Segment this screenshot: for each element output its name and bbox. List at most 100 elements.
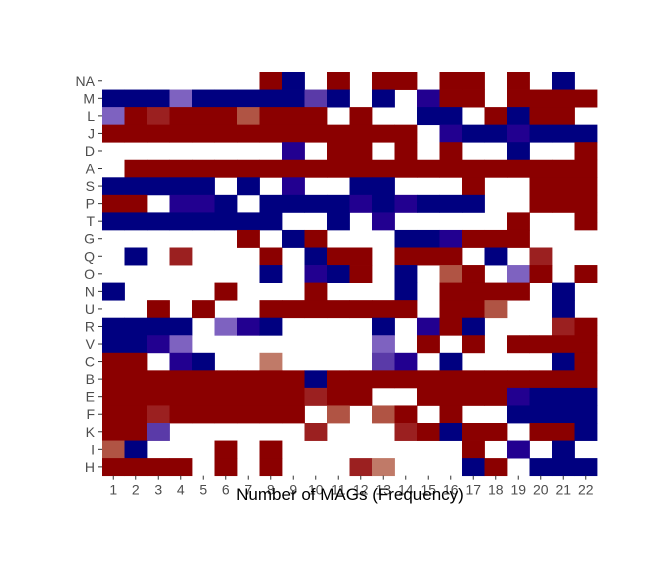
x-tick-label-17: 17 [465,482,481,498]
heatmap-cell-U-21 [552,300,575,319]
heatmap-cell-P-6 [214,194,238,213]
heatmap-cell-E-20 [529,387,553,406]
heatmap-cell-E-18 [484,387,508,406]
heatmap-cell-F-5 [192,405,215,424]
heatmap-cell-NA-13 [372,72,395,90]
heatmap-cell-F-6 [214,405,238,424]
heatmap-cell-N-6 [214,282,238,301]
heatmap-cell-B-16 [439,370,463,389]
x-axis: 1 2 3 4 5 6 7 8 9 10 11 12 13 14 15 16 17 18 19 20 21 22 [109,475,594,498]
heatmap-cell-H-18 [484,458,508,477]
heatmap-cell-I-6 [214,440,238,459]
heatmap-cell-E-4 [169,387,193,406]
heatmap-cell-H-6 [214,458,238,477]
heatmap-cell-V-1 [102,335,125,354]
heatmap-cell-S-3 [147,177,170,196]
heatmap-cell-NA-14 [394,72,418,90]
heatmap-cell-K-2 [124,423,148,441]
x-tick-label-21: 21 [555,482,571,498]
heatmap-cell-C-4 [169,352,193,371]
heatmap-cell-H-17 [462,458,485,477]
y-tick-label-G: G [84,231,95,247]
heatmap-cell-A-13 [372,159,395,178]
heatmap-cell-S-17 [462,177,485,196]
heatmap-cell-O-10 [304,265,328,283]
heatmap-cell-I-8 [259,440,283,459]
heatmap-cell-M-20 [529,89,553,108]
y-tick-label-L: L [87,108,95,124]
heatmap-cell-K-18 [484,423,508,441]
heatmap-cell-A-4 [169,159,193,178]
heatmap-cell-K-3 [147,423,170,441]
heatmap-cell-O-12 [349,265,373,283]
heatmap-cell-S-7 [237,177,260,196]
heatmap-cell-C-13 [372,352,395,371]
heatmap-cell-Q-14 [394,247,418,266]
heatmap-cell-H-3 [147,458,170,477]
heatmap-cell-NA-16 [439,72,463,90]
y-tick-label-O: O [84,266,95,282]
heatmap-cell-P-13 [372,194,395,213]
heatmap-cell-L-18 [484,107,508,126]
y-tick-label-T: T [86,213,95,229]
heatmap-cell-G-10 [304,229,328,248]
heatmap-cell-E-9 [282,387,305,406]
heatmap-cell-P-15 [417,194,440,213]
heatmap-cell-C-5 [192,352,215,371]
heatmap-cell-E-17 [462,387,485,406]
heatmap-cell-B-6 [214,370,238,389]
heatmap-cell-S-20 [529,177,553,196]
heatmap-cell-T-5 [192,212,215,231]
heatmap-cell-NA-9 [282,72,305,90]
heatmap-cell-O-20 [529,265,553,283]
heatmap-cell-E-15 [417,387,440,406]
heatmap-cell-D-9 [282,142,305,161]
heatmap-cell-F-3 [147,405,170,424]
heatmap-cell-A-22 [574,159,598,178]
heatmap-cell-I-2 [124,440,148,459]
heatmap-cell-B-3 [147,370,170,389]
heatmap-cell-T-1 [102,212,125,231]
heatmap-cell-F-11 [327,405,350,424]
heatmap-cell-E-2 [124,387,148,406]
heatmap-cell-K-17 [462,423,485,441]
heatmap-cell-Q-12 [349,247,373,266]
heatmap-cell-V-17 [462,335,485,354]
heatmap-cell-L-10 [304,107,328,126]
x-tick-label-3: 3 [154,482,162,498]
heatmap-cell-R-22 [574,317,598,336]
heatmap-cell-C-21 [552,352,575,371]
heatmap-cell-E-6 [214,387,238,406]
heatmap-cell-F-8 [259,405,283,424]
heatmap-cell-A-10 [304,159,328,178]
heatmap-cell-B-5 [192,370,215,389]
heatmap-cell-F-21 [552,405,575,424]
heatmap-cell-J-12 [349,124,373,143]
heatmap-cell-A-9 [282,159,305,178]
heatmap-cell-J-6 [214,124,238,143]
heatmap-cell-M-22 [574,89,598,108]
heatmap-cell-S-2 [124,177,148,196]
heatmap-cell-V-20 [529,335,553,354]
heatmap-cell-P-5 [192,194,215,213]
heatmap-cell-M-16 [439,89,463,108]
heatmap-cell-E-3 [147,387,170,406]
heatmap-cell-A-19 [507,159,530,178]
heatmap-cell-L-4 [169,107,193,126]
heatmap-cell-B-12 [349,370,373,389]
x-tick-label-2: 2 [132,482,140,498]
x-tick-label-18: 18 [488,482,504,498]
heatmap-cell-P-10 [304,194,328,213]
heatmap-cell-P-16 [439,194,463,213]
heatmap-cell-N-1 [102,282,125,301]
heatmap-cell-R-17 [462,317,485,336]
y-tick-label-E: E [86,389,95,405]
heatmap-cell-A-11 [327,159,350,178]
heatmap-cell-R-1 [102,317,125,336]
y-tick-label-C: C [85,354,95,370]
y-tick-label-I: I [91,441,95,457]
heatmap-cell-M-17 [462,89,485,108]
heatmap-cell-F-9 [282,405,305,424]
heatmap-cell-B-7 [237,370,260,389]
heatmap-cell-M-19 [507,89,530,108]
